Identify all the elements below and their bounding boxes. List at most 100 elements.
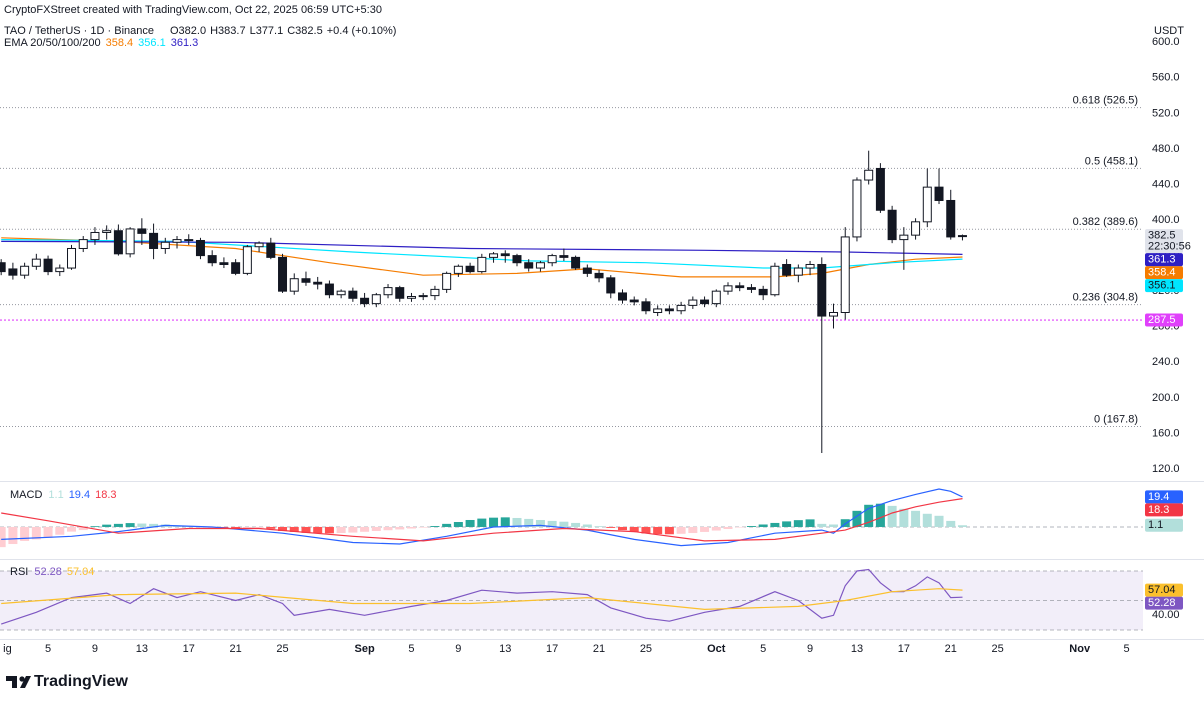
candle-body (829, 312, 839, 317)
y-tick-label: 400.0 (1152, 214, 1180, 226)
candle-body (78, 239, 88, 249)
histogram-bar (957, 525, 967, 527)
candle-body (289, 278, 299, 292)
histogram-badge-bg (1145, 518, 1183, 532)
x-tick-label: 13 (851, 643, 863, 655)
histogram-bar (137, 523, 147, 527)
histogram-bar (758, 524, 768, 527)
candle-body (360, 297, 370, 305)
histogram-bar (571, 522, 581, 527)
candle-body (219, 262, 229, 265)
y-tick-label: 520.0 (1152, 107, 1180, 119)
y-tick-label: 560.0 (1152, 72, 1180, 84)
candle-body (383, 287, 393, 296)
histogram-bar (395, 526, 405, 530)
histogram-bar (934, 515, 944, 527)
ema-badge-bg (1145, 279, 1183, 293)
candle-body (617, 292, 627, 301)
histogram-bar (43, 526, 53, 538)
x-tick-label: 17 (898, 643, 910, 655)
candle-body (8, 268, 18, 276)
ema-legend-value: 356.1 (138, 37, 166, 49)
ohlc-legend-item: L377.1 (250, 25, 284, 37)
candle-body (90, 231, 100, 241)
candle-body (31, 258, 41, 267)
candle-body (957, 235, 967, 238)
candle-body (465, 265, 475, 273)
histogram-bar (149, 523, 159, 527)
candle-body (406, 295, 416, 299)
histogram-bar (946, 520, 956, 527)
histogram-bar (875, 503, 885, 527)
histogram-bar (653, 526, 663, 535)
candle-body (231, 262, 241, 274)
histogram-bar (676, 526, 686, 534)
histogram-bar (746, 526, 756, 527)
candle-body (477, 256, 487, 273)
histogram-bar (242, 526, 252, 529)
fib-level-label: 0.5 (458.1) (1085, 155, 1138, 167)
x-tick-label: 17 (546, 643, 558, 655)
y-tick-label: 600.0 (1152, 36, 1180, 48)
histogram-bar (371, 526, 381, 532)
histogram-bar (782, 521, 792, 527)
candle-body (840, 236, 850, 314)
histogram-bar (805, 519, 815, 527)
histogram-bar (723, 526, 733, 529)
candle-body (278, 256, 288, 292)
ohlc-legend-item: O382.0 (170, 25, 206, 37)
histogram-bar (313, 526, 323, 534)
candle-body (852, 179, 862, 238)
y-tick-label: 160.0 (1152, 427, 1180, 439)
candle-body (735, 285, 745, 289)
histogram-bar (688, 526, 698, 534)
histogram-bar (406, 526, 416, 529)
candle-body (430, 288, 440, 297)
histogram-bar (301, 526, 311, 533)
x-tick-label: Nov (1069, 643, 1091, 655)
histogram-bar (78, 526, 88, 531)
histogram-bar (500, 517, 510, 527)
histogram-bar (465, 519, 475, 527)
ema-badge: 361.3 (1148, 254, 1176, 266)
histogram-bar (535, 519, 545, 527)
pane-label: RSI (10, 566, 28, 578)
histogram-bar (8, 526, 18, 545)
marked-level-badge-bg (1145, 313, 1183, 327)
ema-legend-value: 358.4 (106, 37, 134, 49)
fib-level-label: 0.382 (389.6) (1073, 216, 1138, 228)
candle-body (207, 255, 217, 264)
candle-body (489, 253, 499, 258)
ema-legend-value: 361.3 (171, 37, 199, 49)
candle-body (453, 265, 463, 274)
candle-body (922, 186, 932, 223)
candle-body (934, 186, 944, 201)
candle-body (160, 241, 170, 249)
ohlc-legend-item: C382.5 (287, 25, 322, 37)
candle-body (946, 199, 956, 238)
histogram-bar (477, 518, 487, 527)
histogram-bar (594, 526, 604, 527)
macd-badge: 19.4 (1148, 491, 1169, 503)
candle-body (770, 265, 780, 296)
candle-body (746, 287, 756, 290)
histogram-bar (31, 526, 41, 540)
histogram-bar (735, 526, 745, 528)
candle-body (67, 247, 77, 269)
x-tick-label: 21 (230, 643, 242, 655)
x-tick-label: 25 (276, 643, 288, 655)
candle-body (418, 295, 428, 298)
candle-body (149, 232, 159, 249)
histogram-bar (700, 526, 710, 532)
histogram-bar (348, 526, 358, 533)
x-tick-label: ig (3, 643, 12, 655)
histogram-bar (559, 521, 569, 527)
histogram-bar (711, 526, 721, 531)
histogram-bar (20, 526, 30, 541)
candle-body (711, 290, 721, 305)
histogram-bar (90, 526, 100, 527)
x-tick-label: 21 (593, 643, 605, 655)
histogram-bar (840, 519, 850, 527)
candle-body (113, 230, 123, 255)
